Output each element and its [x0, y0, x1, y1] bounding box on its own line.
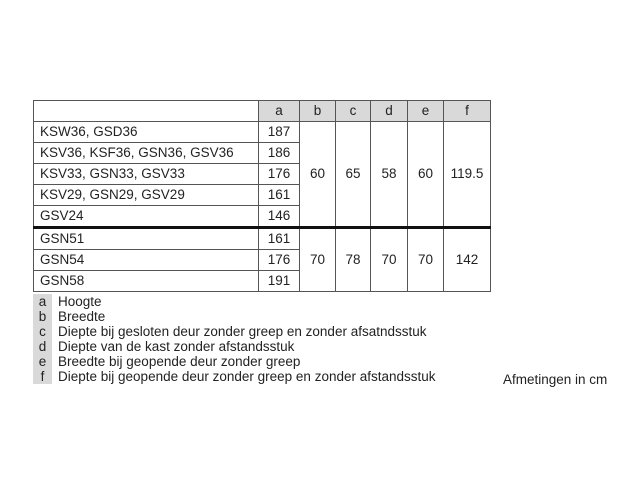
table-row: GSN58 191 [33, 270, 491, 292]
shared-dimension-cell: 60 [299, 121, 336, 228]
shared-dimension-cell: 70 [407, 226, 444, 292]
legend-text: Hoogte [58, 294, 102, 309]
model-cell: GSN58 [33, 270, 259, 292]
legend-key: c [33, 324, 52, 339]
legend-item: e Breedte bij geopende deur zonder greep [33, 354, 436, 369]
unit-label: Afmetingen in cm [503, 372, 608, 387]
legend-item: b Breedte [33, 309, 436, 324]
table-row: KSW36, GSD36 187 60 65 58 60 119.5 [33, 121, 491, 228]
shared-dimension-cell: 58 [370, 121, 408, 228]
column-header [33, 100, 259, 122]
legend-key: d [33, 339, 52, 354]
legend-key: a [33, 294, 52, 309]
column-header: b [299, 100, 336, 122]
legend-key: f [33, 369, 52, 384]
column-header: f [443, 100, 491, 122]
legend-item: c Diepte bij gesloten deur zonder greep e… [33, 324, 436, 339]
legend-text: Breedte [58, 309, 106, 324]
height-cell: 161 [258, 226, 300, 250]
legend-item: f Diepte bij geopende deur zonder greep e… [33, 369, 436, 384]
legend-text: Diepte bij gesloten deur zonder greep en… [58, 324, 427, 339]
height-cell: 161 [258, 184, 300, 206]
model-cell: KSV29, GSN29, GSV29 [33, 184, 259, 206]
table-row: KSV36, KSF36, GSN36, GSV36 186 [33, 142, 491, 164]
height-cell: 187 [258, 121, 300, 143]
height-cell: 176 [258, 249, 300, 271]
shared-dimension-cell: 142 [443, 226, 491, 292]
table-row: GSN54 176 [33, 249, 491, 271]
legend-key: b [33, 309, 52, 324]
legend-text: Diepte van de kast zonder afstandsstuk [58, 339, 295, 354]
height-cell: 186 [258, 142, 300, 164]
model-cell: GSV24 [33, 205, 259, 228]
model-cell: GSN51 [33, 226, 259, 250]
column-header: a [258, 100, 300, 122]
shared-dimension-cell: 70 [299, 226, 336, 292]
shared-dimension-cell: 60 [407, 121, 444, 228]
height-cell: 176 [258, 163, 300, 185]
column-header: e [407, 100, 444, 122]
table-row: KSV29, GSN29, GSV29 161 [33, 184, 491, 206]
height-cell: 191 [258, 270, 300, 292]
shared-dimension-cell: 119.5 [443, 121, 491, 228]
legend-text: Breedte bij geopende deur zonder greep [58, 354, 301, 369]
legend-text: Diepte bij geopende deur zonder greep en… [58, 369, 436, 384]
legend-item: d Diepte van de kast zonder afstandsstuk [33, 339, 436, 354]
model-cell: KSV33, GSN33, GSV33 [33, 163, 259, 185]
column-header: d [370, 100, 408, 122]
table-row: GSN51 161 70 78 70 70 142 [33, 226, 491, 292]
model-cell: GSN54 [33, 249, 259, 271]
shared-dimension-cell: 65 [335, 121, 371, 228]
height-cell: 146 [258, 205, 300, 228]
shared-dimension-cell: 70 [370, 226, 408, 292]
legend: a Hoogte b Breedte c Diepte bij gesloten deur… [33, 294, 436, 384]
model-cell: KSW36, GSD36 [33, 121, 259, 143]
shared-dimension-cell: 78 [335, 226, 371, 292]
legend-key: e [33, 354, 52, 369]
dimensions-table: a b c d e f KSW36, GSD36 187 60 65 58 60 119.5 KSV36,… [33, 100, 491, 292]
legend-item: a Hoogte [33, 294, 436, 309]
column-header: c [335, 100, 371, 122]
model-cell: KSV36, KSF36, GSN36, GSV36 [33, 142, 259, 164]
